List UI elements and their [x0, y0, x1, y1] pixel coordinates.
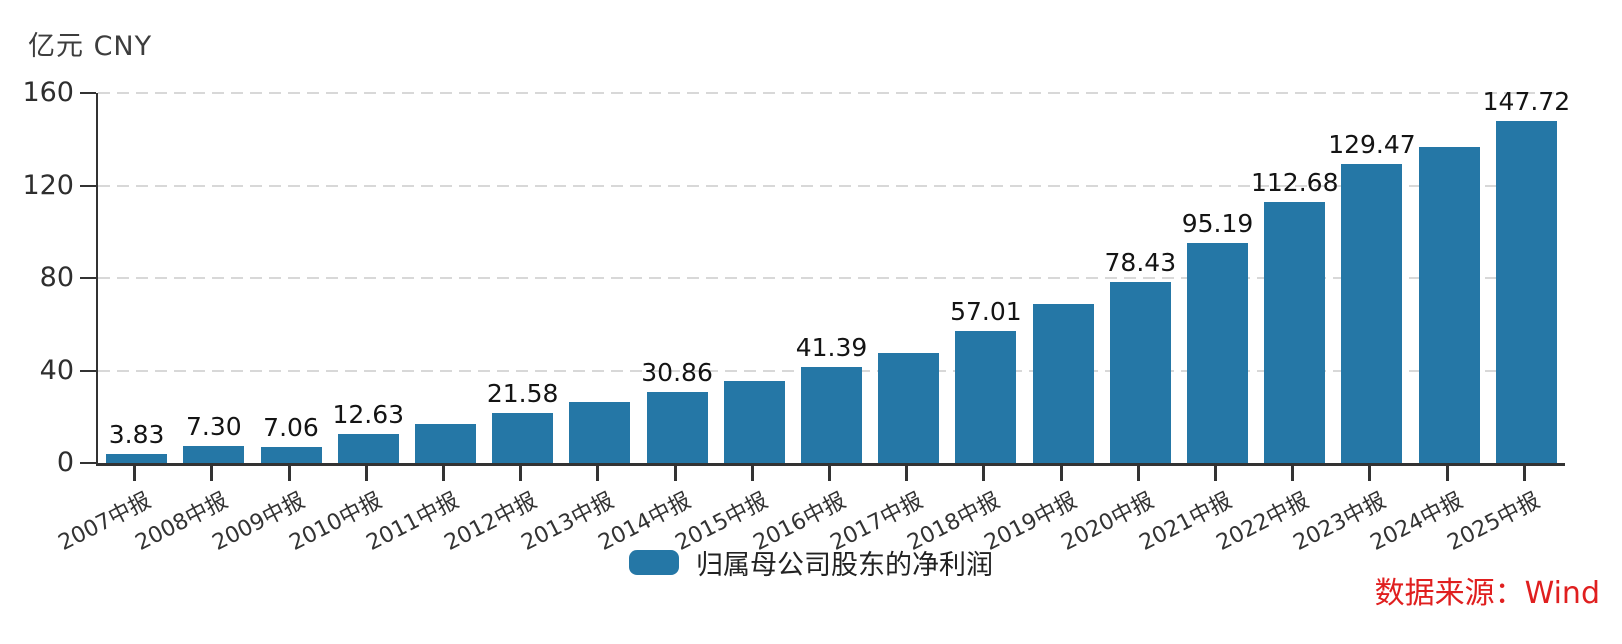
bar-2024中报: [1418, 146, 1480, 463]
bar-2009中报: [260, 446, 322, 463]
bar-2016中报: [801, 367, 862, 463]
legend[interactable]: 归属母公司股东的净利润: [0, 543, 1622, 582]
gridline-160: [98, 92, 1559, 94]
x-tick-2025中报: [1522, 464, 1526, 481]
y-tick-80: [80, 277, 96, 279]
y-tick-120: [80, 184, 96, 187]
x-tick-2019中报: [1059, 464, 1063, 481]
bar-value-label-2012中报: 21.58: [486, 379, 559, 409]
bar-2008中报: [183, 446, 245, 463]
bar-value-label-2010中报: 12.63: [332, 399, 405, 429]
y-tick-40: [80, 369, 96, 372]
y-tick-label-160: 160: [22, 77, 74, 108]
bar-value-label-2007中报: 3.83: [108, 420, 165, 450]
bar-value-label-2023中报: 129.47: [1328, 129, 1416, 159]
x-tick-2023中报: [1368, 464, 1372, 481]
bar-value-label-2022中报: 112.68: [1251, 168, 1339, 198]
y-tick-160: [80, 92, 96, 94]
bar-value-label-2025中报: 147.72: [1482, 87, 1571, 117]
x-tick-2017中报: [905, 464, 909, 481]
bar-value-label-2016中报: 41.39: [795, 333, 868, 363]
bar-value-label-2020中报: 78.43: [1104, 247, 1177, 277]
bar-value-label-2009中报: 7.06: [263, 412, 319, 442]
x-tick-2012中报: [519, 464, 523, 481]
bar-value-label-2018中报: 57.01: [950, 297, 1022, 327]
bar-2018中报: [955, 331, 1017, 463]
y-axis-unit-label: 亿元 CNY: [28, 31, 153, 62]
x-tick-2008中报: [210, 464, 214, 481]
x-tick-2011中报: [441, 464, 445, 481]
bar-2015中报: [723, 380, 785, 463]
bar-value-label-2014中报: 30.86: [641, 357, 713, 387]
bar-2022中报: [1264, 202, 1326, 463]
bar-2020中报: [1109, 281, 1171, 463]
y-tick-0: [80, 462, 96, 464]
y-tick-label-80: 80: [39, 262, 74, 293]
bar-2012中报: [492, 413, 554, 463]
x-tick-2020中报: [1136, 464, 1140, 481]
x-tick-2009中报: [287, 464, 291, 481]
x-tick-2007中报: [133, 464, 137, 481]
x-tick-2015中报: [750, 464, 754, 481]
data-source-note: 数据来源：Wind: [1374, 576, 1600, 611]
bar-value-label-2021中报: 95.19: [1181, 208, 1254, 238]
y-tick-label-40: 40: [39, 354, 74, 386]
bar-2010中报: [337, 433, 399, 463]
bar-2019中报: [1032, 304, 1094, 463]
bar-2011中报: [414, 423, 476, 463]
y-tick-label-120: 120: [22, 169, 74, 201]
x-tick-2022中报: [1291, 464, 1295, 481]
x-tick-2016中报: [828, 464, 831, 481]
bar-2014中报: [646, 391, 708, 463]
bar-2025中报: [1495, 121, 1557, 463]
bar-2013中报: [569, 401, 631, 463]
bar-2021中报: [1187, 242, 1249, 463]
bar-2017中报: [878, 352, 940, 463]
x-tick-2024中报: [1445, 464, 1449, 481]
bar-value-label-2008中报: 7.30: [185, 412, 242, 442]
x-tick-2018中报: [982, 464, 986, 481]
legend-series-label: 归属母公司股东的净利润: [696, 550, 993, 581]
bar-2023中报: [1341, 163, 1403, 463]
x-tick-2014中报: [673, 464, 677, 481]
x-tick-2013中报: [596, 464, 600, 481]
x-tick-2010中报: [364, 464, 368, 481]
plot-area: 3.83 7.30 7.06 12.63 21.58 30.86 41.39 57.01 78.…: [96, 87, 1570, 466]
legend-swatch-icon: [629, 550, 679, 575]
y-tick-label-0: 0: [56, 447, 74, 478]
bar-2007中报: [106, 454, 168, 463]
gridline-80: [98, 277, 1559, 279]
x-tick-2021中报: [1214, 464, 1218, 481]
